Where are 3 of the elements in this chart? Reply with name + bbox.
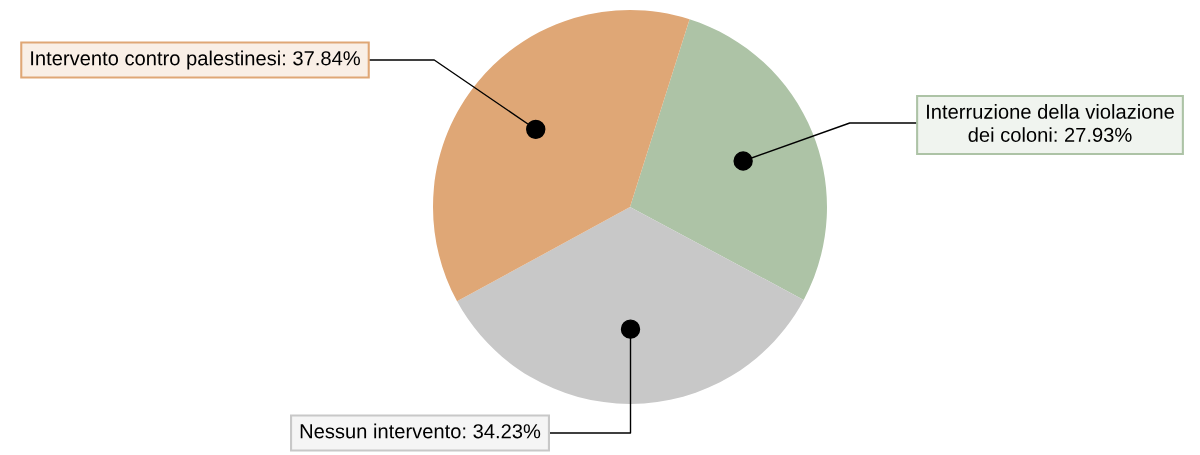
- slice-label: Intervento contro palestinesi: 37.84%: [31, 50, 360, 70]
- slice-label: Interruzione della violazione dei coloni: 27.93%: [927, 104, 1174, 142]
- slice-label: Nessun intervento: 34.23%: [300, 423, 541, 439]
